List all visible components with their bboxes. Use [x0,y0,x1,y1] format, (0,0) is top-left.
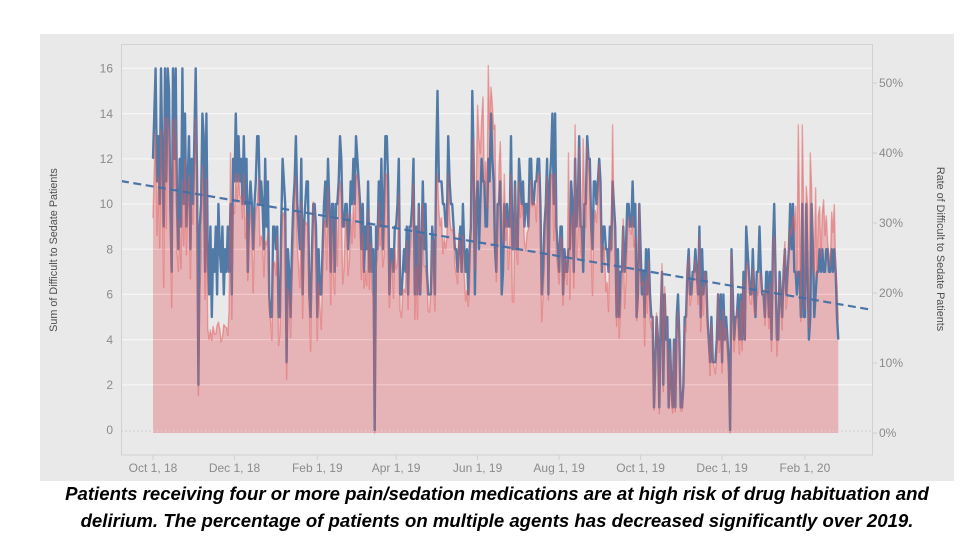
svg-text:Feb 1, 20: Feb 1, 20 [780,461,831,475]
svg-text:40%: 40% [879,146,903,160]
svg-text:Dec 1, 18: Dec 1, 18 [209,461,261,475]
svg-text:14: 14 [100,107,114,121]
svg-text:16: 16 [100,62,114,76]
svg-text:Oct 1, 19: Oct 1, 19 [616,461,665,475]
svg-text:20%: 20% [879,286,903,300]
svg-text:Dec 1, 19: Dec 1, 19 [696,461,748,475]
svg-text:0%: 0% [879,426,897,440]
svg-text:Aug 1, 19: Aug 1, 19 [533,461,585,475]
svg-text:Feb 1, 19: Feb 1, 19 [292,461,343,475]
svg-text:6: 6 [106,288,113,302]
svg-text:0: 0 [106,423,113,437]
svg-text:2: 2 [106,378,113,392]
svg-text:10%: 10% [879,356,903,370]
svg-text:delirium. The percentage of pa: delirium. The percentage of patients on … [81,510,914,531]
svg-text:8: 8 [106,242,113,256]
svg-text:50%: 50% [879,76,903,90]
svg-text:30%: 30% [879,216,903,230]
svg-text:Apr 1, 19: Apr 1, 19 [372,461,421,475]
svg-text:Patients receiving four or mor: Patients receiving four or more pain/sed… [65,483,929,504]
svg-text:12: 12 [100,152,114,166]
svg-text:Rate of Difficult to Sedate Pa: Rate of Difficult to Sedate Patients [934,167,946,332]
svg-text:Jun 1, 19: Jun 1, 19 [453,461,503,475]
svg-text:10: 10 [100,197,114,211]
svg-text:Oct 1, 18: Oct 1, 18 [129,461,178,475]
svg-text:4: 4 [106,333,113,347]
svg-text:Sum of Difficult to Sedate Pat: Sum of Difficult to Sedate Patients [48,168,60,332]
